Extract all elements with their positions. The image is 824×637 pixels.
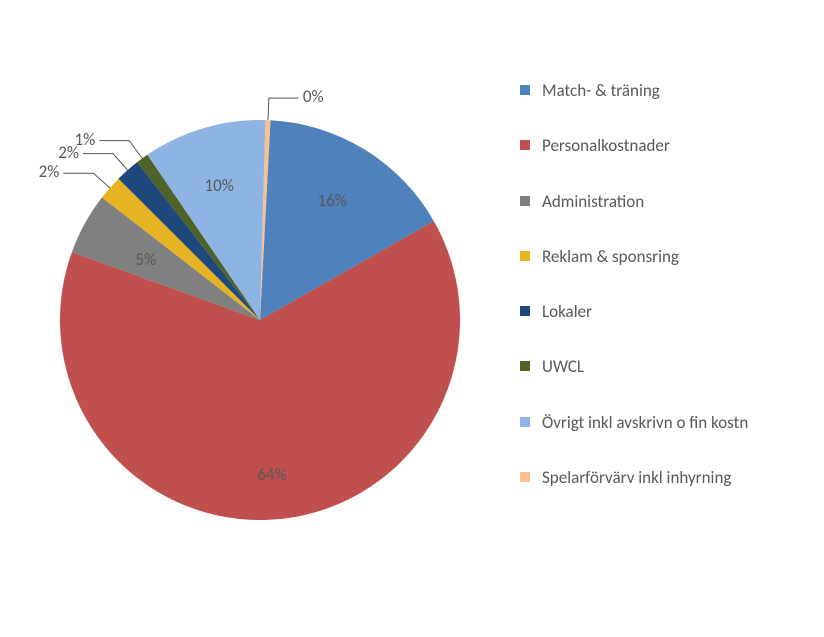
callout-leader (268, 98, 299, 120)
pie-svg (40, 60, 480, 580)
legend-item: Match- & träning (520, 80, 810, 101)
legend-label: Övrigt inkl avskrivn o fin kostn (542, 412, 748, 433)
slice-pct-label: 2% (39, 161, 60, 182)
chart-container: Match- & träning Personalkostnader Adminis… (0, 0, 824, 637)
legend-item: Övrigt inkl avskrivn o fin kostn (520, 412, 810, 433)
legend-swatch (520, 472, 530, 482)
slice-pct-label: 0% (303, 86, 324, 107)
legend-swatch (520, 85, 530, 95)
legend-swatch (520, 196, 530, 206)
legend-item: Administration (520, 191, 810, 212)
slice-pct-label: 10% (205, 175, 234, 196)
callout-leader (99, 141, 142, 159)
legend-label: Lokaler (542, 301, 592, 322)
legend-swatch (520, 417, 530, 427)
legend-swatch (520, 251, 530, 261)
pie-area (40, 60, 480, 580)
legend-label: UWCL (542, 356, 584, 377)
legend-item: Personalkostnader (520, 135, 810, 156)
legend-label: Spelarförvärv inkl inhyrning (542, 467, 731, 488)
slice-pct-label: 5% (135, 249, 156, 270)
legend: Match- & träning Personalkostnader Adminis… (520, 80, 810, 522)
slice-pct-label: 1% (74, 129, 95, 150)
legend-label: Personalkostnader (542, 135, 670, 156)
legend-label: Administration (542, 191, 644, 212)
slice-pct-label: 16% (318, 190, 347, 211)
legend-swatch (520, 361, 530, 371)
legend-label: Reklam & sponsring (542, 246, 679, 267)
callout-leader (83, 154, 128, 170)
legend-item: Spelarförvärv inkl inhyrning (520, 467, 810, 488)
legend-item: UWCL (520, 356, 810, 377)
legend-label: Match- & träning (542, 80, 660, 101)
slice-pct-label: 64% (257, 464, 286, 485)
legend-swatch (520, 140, 530, 150)
legend-item: Lokaler (520, 301, 810, 322)
legend-item: Reklam & sponsring (520, 246, 810, 267)
legend-swatch (520, 306, 530, 316)
callout-leader (63, 173, 110, 188)
